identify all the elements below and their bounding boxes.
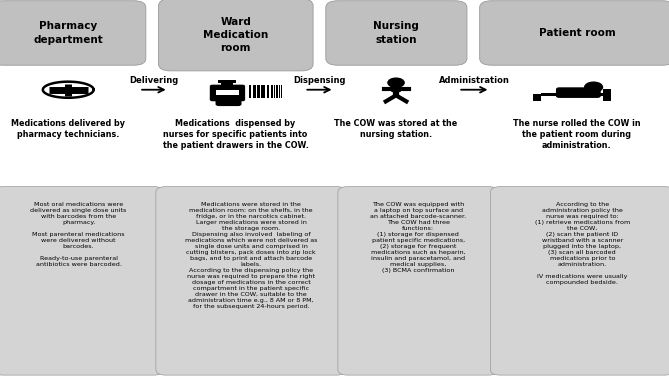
Text: Dispensing: Dispensing [293, 76, 345, 85]
Bar [219, 80, 236, 83]
Bar [603, 89, 611, 101]
FancyBboxPatch shape [326, 1, 467, 65]
Bar [541, 93, 603, 97]
Bar [267, 85, 269, 98]
FancyBboxPatch shape [210, 85, 245, 101]
Text: The COW was equipped with
a laptop on top surface and
an attached barcode-scanne: The COW was equipped with a laptop on to… [370, 202, 466, 273]
Bar [279, 85, 280, 98]
Bar [276, 85, 278, 98]
FancyBboxPatch shape [159, 0, 313, 71]
Bar [215, 90, 240, 95]
Text: Medications delivered by
pharmacy technicians.: Medications delivered by pharmacy techni… [11, 119, 125, 139]
Bar [272, 85, 273, 98]
Text: Most oral medications were
delivered as single dose units
with barcodes from the: Most oral medications were delivered as … [30, 202, 127, 267]
FancyBboxPatch shape [0, 187, 164, 375]
Bar [533, 94, 541, 101]
Bar [258, 85, 260, 98]
Bar [274, 85, 275, 98]
Text: The COW was stored at the
nursing station.: The COW was stored at the nursing statio… [334, 119, 458, 139]
FancyBboxPatch shape [215, 98, 242, 106]
Bar [254, 85, 256, 98]
Bar [221, 83, 233, 86]
Text: According to the
administration policy the
nurse was required to:
(1) retrieve m: According to the administration policy t… [535, 202, 630, 285]
FancyBboxPatch shape [480, 1, 669, 65]
FancyBboxPatch shape [0, 1, 146, 65]
Text: Administration: Administration [439, 76, 510, 85]
Text: Medications  dispensed by
nurses for specific patients into
the patient drawers : Medications dispensed by nurses for spec… [163, 119, 308, 150]
FancyBboxPatch shape [156, 187, 347, 375]
Text: Ward
Medication
room: Ward Medication room [203, 17, 268, 53]
Bar [262, 85, 265, 98]
Text: The nurse rolled the COW in
the patient room during
administration.: The nurse rolled the COW in the patient … [513, 119, 640, 150]
FancyBboxPatch shape [556, 87, 601, 98]
Text: Delivering: Delivering [129, 76, 179, 85]
Text: Pharmacy
department: Pharmacy department [33, 21, 104, 44]
Bar [261, 85, 262, 98]
Bar [281, 85, 282, 98]
Circle shape [585, 82, 603, 92]
Text: Nursing
station: Nursing station [373, 21, 419, 44]
Bar [257, 85, 258, 98]
FancyBboxPatch shape [490, 187, 669, 375]
FancyBboxPatch shape [338, 187, 498, 375]
Text: Medications were stored in the
medication room: on the shelfs, in the
fridge, or: Medications were stored in the medicatio… [185, 202, 318, 309]
Text: Patient room: Patient room [539, 28, 615, 38]
Circle shape [388, 78, 404, 87]
Bar [249, 85, 251, 98]
